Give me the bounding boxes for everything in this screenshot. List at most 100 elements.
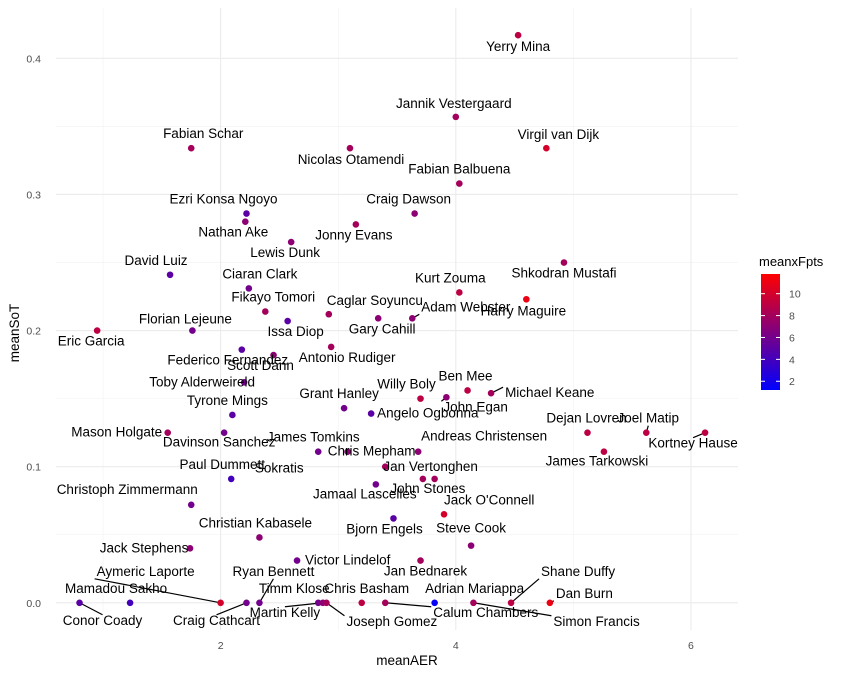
data-point bbox=[270, 351, 277, 359]
y-tick-label: 0.4 bbox=[26, 53, 41, 65]
point-label: Nicolas Otamendi bbox=[298, 152, 405, 167]
point-label: David Luiz bbox=[125, 253, 188, 268]
point-label: Joseph Gomez bbox=[346, 614, 437, 629]
legend-tick-label: 6 bbox=[789, 332, 795, 344]
data-point bbox=[417, 395, 424, 402]
data-point bbox=[227, 475, 235, 483]
data-point bbox=[546, 599, 554, 607]
point-label: Jan Vertonghen bbox=[383, 459, 478, 474]
data-point bbox=[323, 599, 330, 607]
data-points bbox=[76, 31, 709, 607]
point-label: Fikayo Tomori bbox=[231, 290, 315, 305]
point-label: Andreas Christensen bbox=[421, 429, 547, 444]
point-label: Chris Basham bbox=[324, 581, 409, 596]
data-point bbox=[327, 343, 335, 351]
data-point bbox=[408, 315, 416, 322]
data-point bbox=[189, 327, 196, 334]
data-point bbox=[600, 448, 608, 456]
legend-tick-label: 8 bbox=[789, 311, 795, 323]
data-point bbox=[456, 289, 463, 296]
data-point bbox=[346, 144, 354, 152]
data-point bbox=[414, 448, 422, 456]
point-label: Calum Chambers bbox=[433, 605, 538, 620]
data-point bbox=[507, 599, 515, 607]
data-point bbox=[186, 545, 194, 552]
point-labels: Yerry Mina Jannik Vestergaard Fabian Schar… bbox=[57, 39, 738, 629]
label-leader-line bbox=[385, 602, 432, 608]
data-point bbox=[314, 448, 322, 456]
point-label: Craig Dawson bbox=[366, 192, 451, 207]
point-label: Chris Mepham bbox=[328, 444, 416, 459]
data-point bbox=[344, 448, 351, 456]
legend-tick-label: 4 bbox=[789, 354, 795, 366]
point-label: Sokratis bbox=[255, 461, 304, 476]
point-label: Craig Cathcart bbox=[173, 613, 260, 628]
point-label: Davinson Sanchez bbox=[163, 435, 276, 450]
point-label: Federico Fernandez bbox=[167, 353, 288, 368]
label-leader-line bbox=[79, 602, 103, 616]
data-point bbox=[431, 475, 438, 483]
label-leader-line bbox=[510, 578, 540, 604]
point-label: Tyrone Mings bbox=[187, 393, 268, 408]
data-point bbox=[340, 404, 348, 412]
legend-tick-label: 2 bbox=[789, 376, 795, 388]
data-point bbox=[256, 534, 263, 541]
point-label: Jamaal Lascelles bbox=[313, 486, 417, 501]
data-point bbox=[464, 387, 471, 394]
point-label: Lewis Dunk bbox=[250, 245, 320, 260]
y-tick-label: 0.2 bbox=[26, 326, 41, 338]
data-point bbox=[314, 599, 322, 607]
data-point bbox=[584, 429, 591, 436]
point-label: Jannik Vestergaard bbox=[396, 96, 512, 111]
point-label: Issa Diop bbox=[268, 324, 324, 339]
data-point bbox=[238, 346, 246, 353]
point-label: John Stones bbox=[390, 481, 465, 496]
data-point bbox=[374, 315, 382, 322]
data-point bbox=[701, 429, 709, 436]
data-point bbox=[284, 317, 291, 325]
data-point bbox=[293, 557, 301, 564]
legend-title: meanxFpts bbox=[759, 254, 824, 269]
data-point bbox=[352, 221, 360, 228]
point-label: Jack O'Connell bbox=[444, 492, 534, 507]
data-point bbox=[243, 599, 250, 607]
point-label: Ciaran Clark bbox=[222, 266, 297, 281]
point-label: Joel Matip bbox=[618, 411, 680, 426]
point-label: Grant Hanley bbox=[299, 386, 379, 401]
point-label: Steve Cook bbox=[436, 521, 506, 536]
data-point bbox=[470, 599, 477, 607]
data-point bbox=[242, 218, 249, 225]
data-point bbox=[487, 389, 495, 397]
point-label: James Tarkowski bbox=[546, 454, 649, 469]
label-leader-line bbox=[473, 602, 552, 617]
data-point bbox=[440, 511, 448, 518]
point-label: Willy Boly bbox=[377, 377, 436, 392]
data-point bbox=[243, 210, 250, 217]
color-legend: meanxFpts 2 4 6 8 10 bbox=[759, 254, 824, 390]
point-label: Kortney Hause bbox=[648, 436, 737, 451]
point-label: Martin Kelly bbox=[250, 605, 321, 620]
data-point bbox=[245, 285, 253, 292]
data-point bbox=[220, 429, 228, 436]
point-label: Mamadou Sakho bbox=[65, 581, 167, 596]
data-point bbox=[452, 113, 460, 121]
point-label: Aymeric Laporte bbox=[97, 564, 195, 579]
legend-ticks: 2 4 6 8 10 bbox=[761, 289, 801, 388]
data-point bbox=[560, 259, 568, 266]
data-point bbox=[467, 542, 475, 549]
point-label: Christian Kabasele bbox=[199, 515, 312, 530]
data-point bbox=[287, 238, 295, 246]
data-point bbox=[187, 144, 195, 152]
data-point bbox=[411, 210, 418, 217]
point-label: Scott Dann bbox=[227, 358, 294, 373]
data-point bbox=[240, 378, 248, 386]
point-label: Fabian Balbuena bbox=[408, 162, 511, 177]
label-leader-line bbox=[258, 578, 274, 604]
point-label: Yerry Mina bbox=[486, 39, 551, 54]
x-tick-label: 2 bbox=[218, 640, 224, 652]
point-label: John Egan bbox=[443, 399, 508, 414]
label-leader-line bbox=[94, 578, 221, 604]
data-point bbox=[164, 429, 172, 436]
